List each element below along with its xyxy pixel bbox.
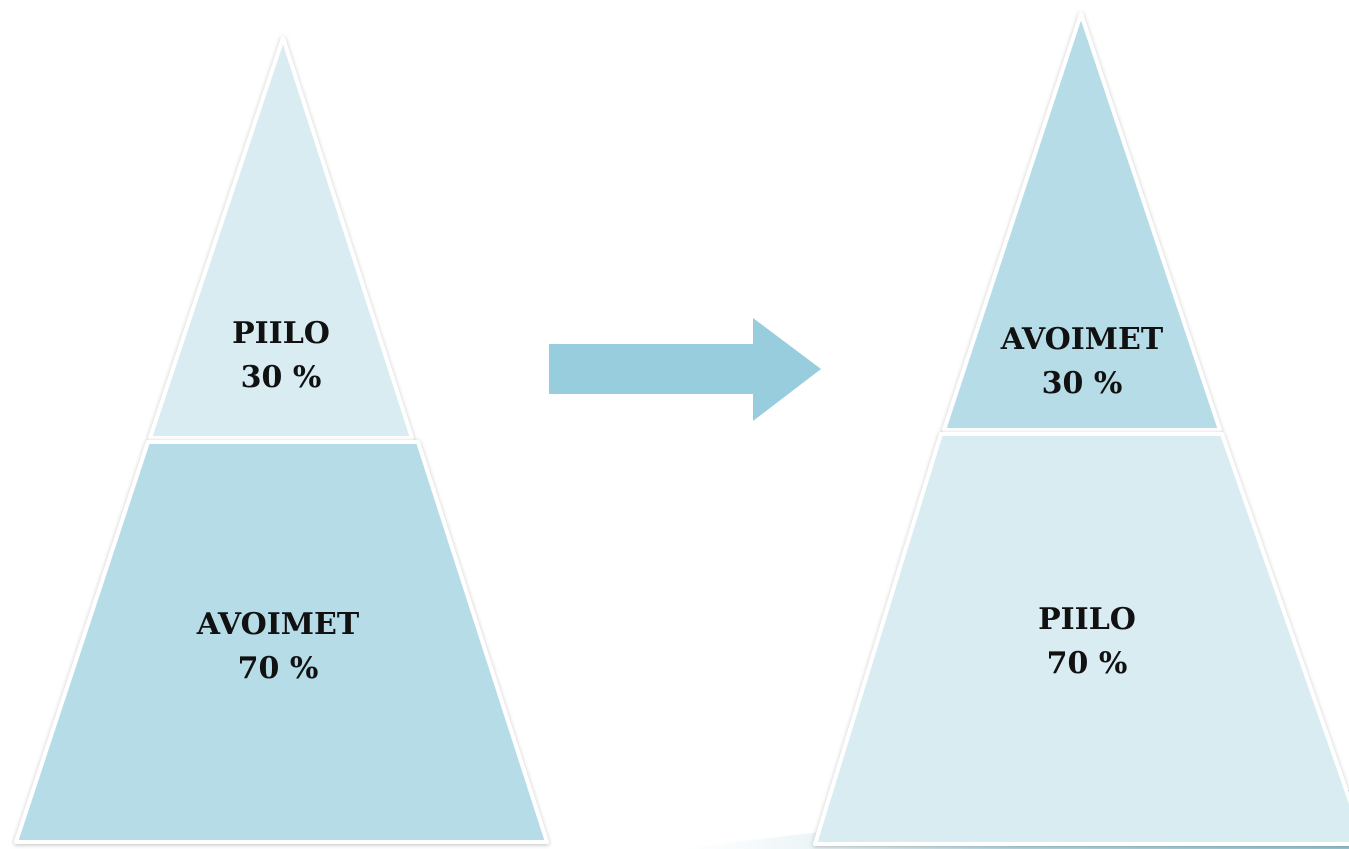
right-bottom-label-name: PIILO — [1038, 602, 1136, 637]
right-pyramid-bottom-segment — [813, 432, 1349, 846]
right-bottom-label-value: 70 % — [1046, 646, 1128, 681]
right-bottom-label: PIILO 70 % — [987, 598, 1187, 686]
left-bottom-label-name: AVOIMET — [196, 607, 360, 642]
right-pyramid — [813, 12, 1349, 846]
left-pyramid-top-segment — [148, 36, 414, 440]
left-top-label-value: 30 % — [240, 360, 322, 395]
right-top-label: AVOIMET 30 % — [982, 318, 1182, 406]
left-pyramid — [14, 36, 549, 844]
arrow-shape — [549, 318, 821, 421]
left-bottom-label-value: 70 % — [237, 651, 319, 686]
right-pyramid-top-segment — [942, 12, 1222, 432]
right-top-label-value: 30 % — [1041, 366, 1123, 401]
left-top-label: PIILO 30 % — [181, 312, 381, 400]
right-top-label-name: AVOIMET — [1000, 322, 1164, 357]
right-arrow-icon — [549, 318, 821, 421]
left-top-label-name: PIILO — [232, 316, 330, 351]
left-pyramid-bottom-segment — [14, 440, 549, 844]
left-bottom-label: AVOIMET 70 % — [178, 603, 378, 691]
